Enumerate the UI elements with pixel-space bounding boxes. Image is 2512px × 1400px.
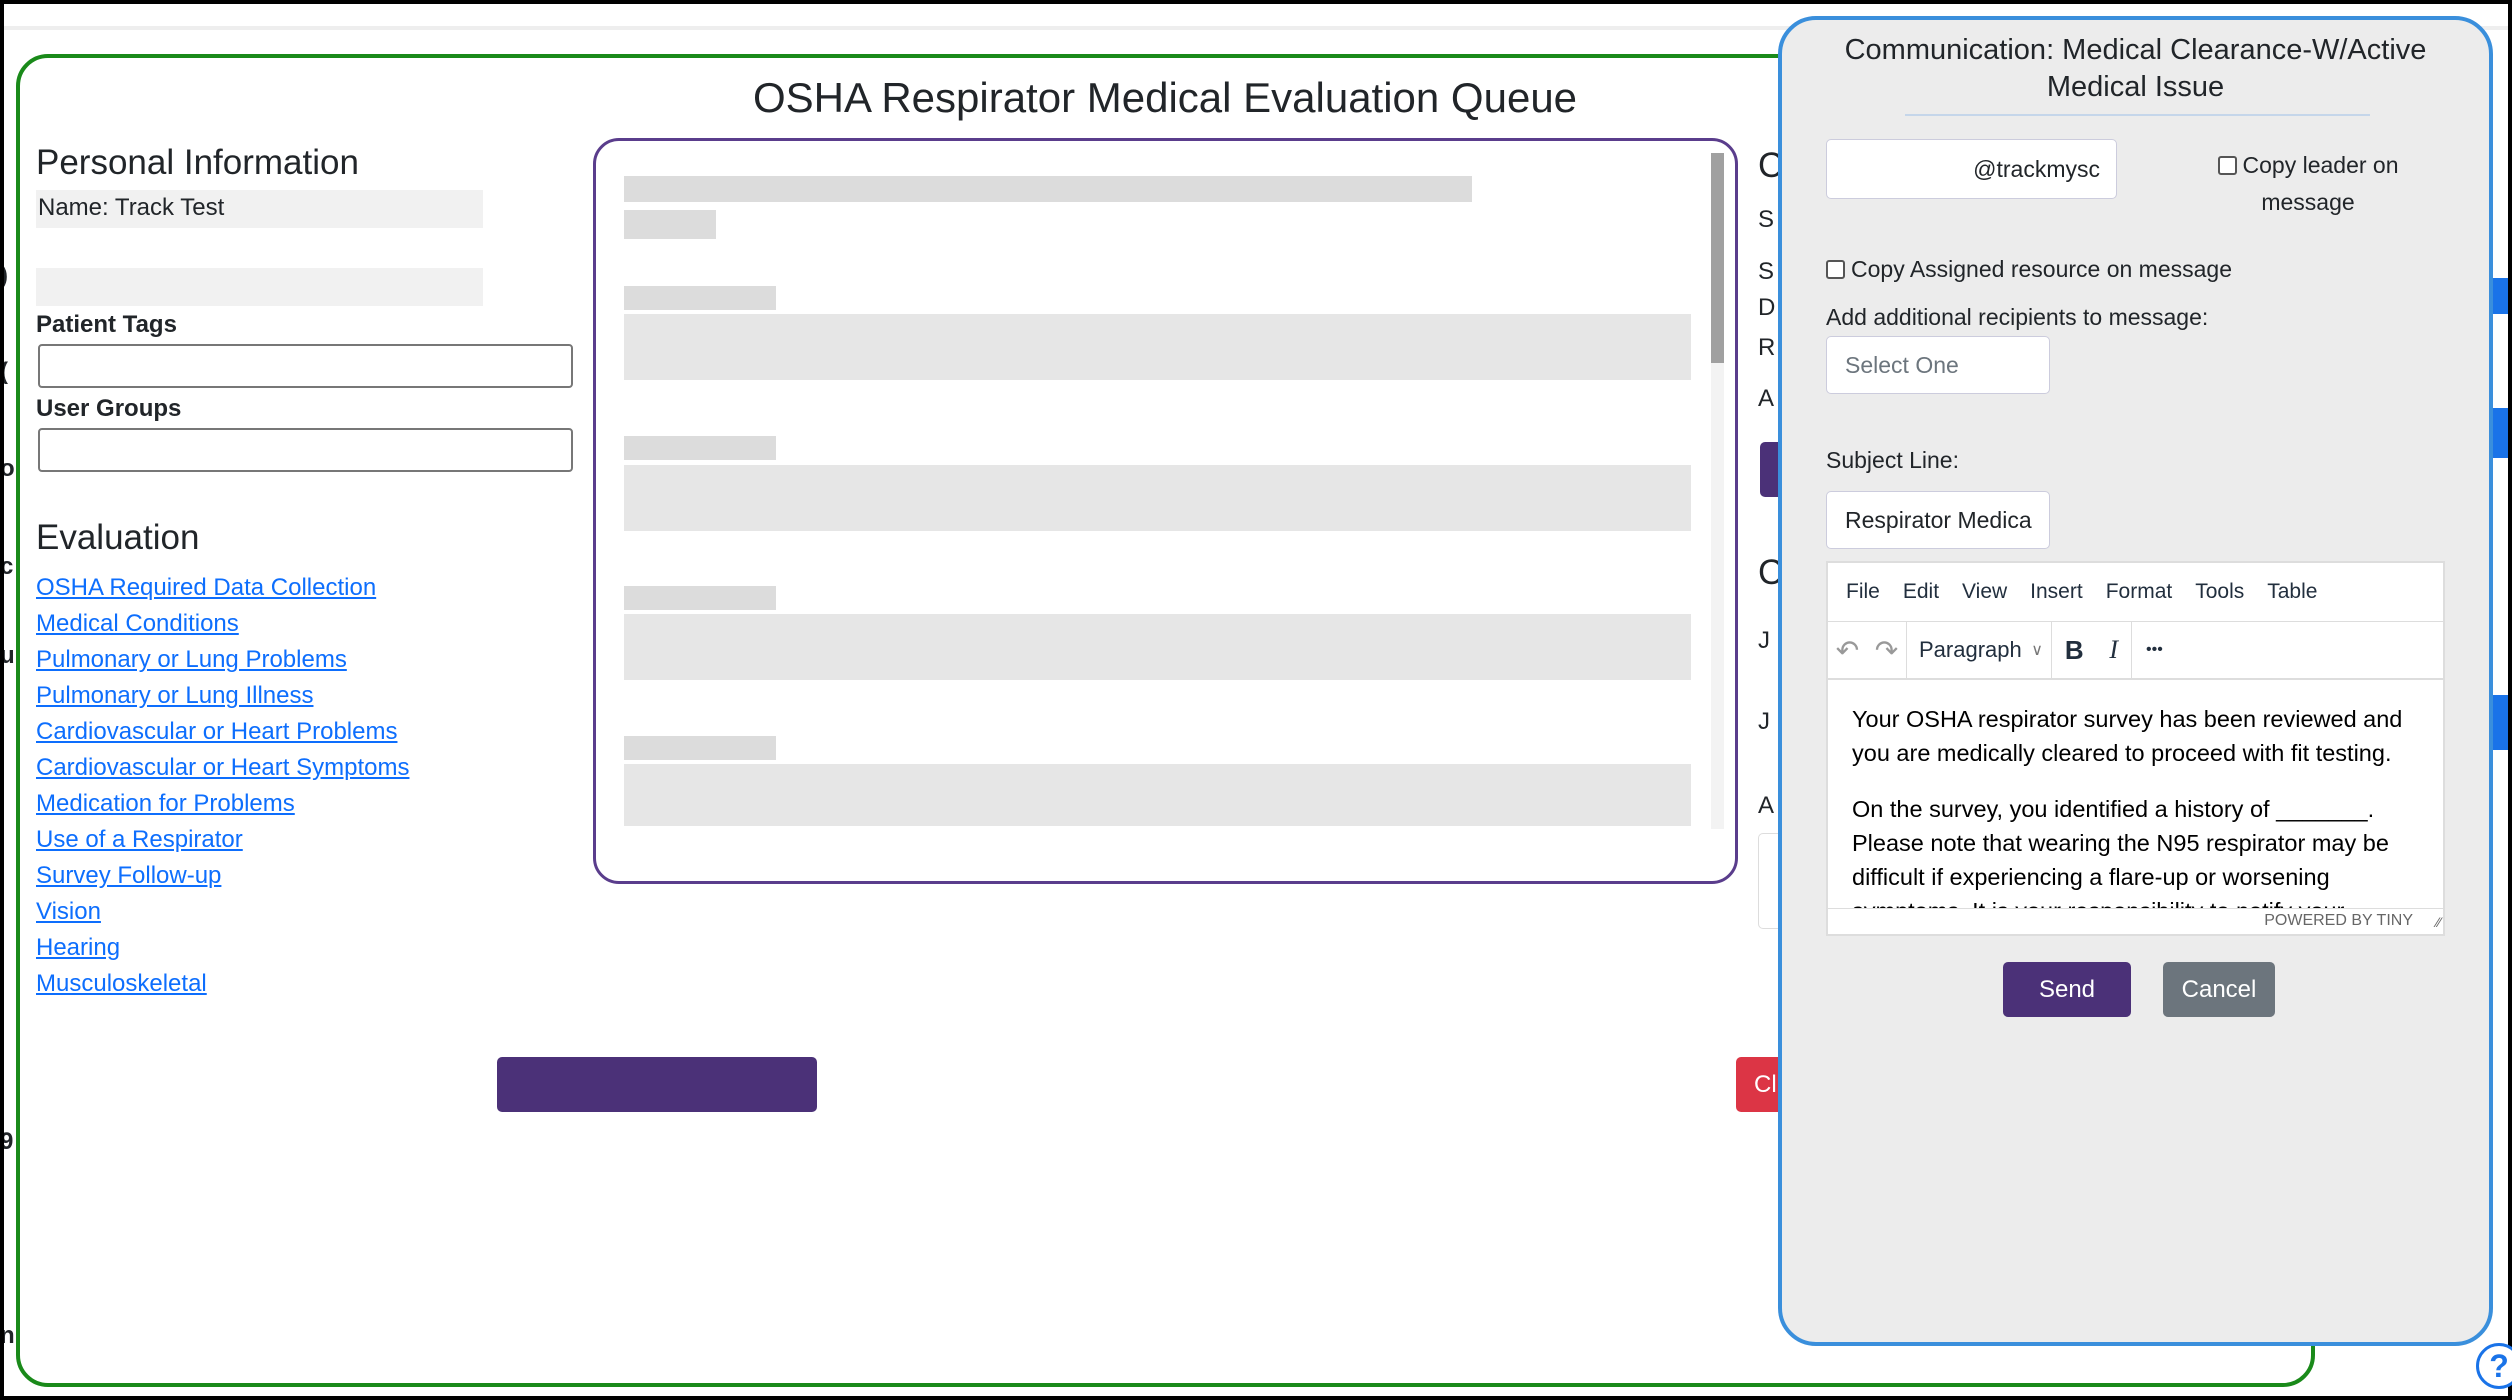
empty-info-field: [36, 268, 483, 306]
copy-assigned-checkbox[interactable]: Copy Assigned resource on message: [1826, 256, 2232, 283]
name-field: Name: Track Test: [36, 190, 483, 228]
skeleton-block: [624, 614, 1691, 680]
link-medical-conditions[interactable]: Medical Conditions: [36, 610, 239, 637]
modal-divider: [1905, 114, 2370, 116]
edge-fragment: 9: [0, 1128, 14, 1155]
copy-leader-label: Copy leader on message: [2242, 152, 2399, 215]
editor-statusbar: POWERED BY TINY ⁄⁄: [1828, 908, 2443, 934]
menu-table[interactable]: Table: [2267, 580, 2318, 603]
edge-fragment: u: [0, 642, 15, 669]
page-title: OSHA Respirator Medical Evaluation Queue: [752, 74, 1578, 121]
edge-blue-button[interactable]: [2493, 695, 2512, 750]
skeleton-line: [624, 210, 716, 239]
edge-fragment: o: [0, 455, 15, 482]
history-group: ↶ ↷: [1828, 622, 1907, 678]
additional-recipients-label: Add additional recipients to message:: [1826, 304, 2209, 330]
queue-panel: [593, 138, 1738, 884]
right-fragment: S: [1758, 206, 1775, 233]
copy-leader-checkbox[interactable]: Copy leader on message: [2203, 147, 2413, 221]
primary-action-button[interactable]: [497, 1057, 817, 1112]
right-fragment: S: [1758, 258, 1775, 285]
menu-file[interactable]: File: [1846, 580, 1880, 603]
link-vision[interactable]: Vision: [36, 898, 101, 925]
email-input[interactable]: @trackmysc: [1826, 139, 2117, 199]
link-cardio-symptoms[interactable]: Cardiovascular or Heart Symptoms: [36, 754, 410, 781]
menu-tools[interactable]: Tools: [2195, 580, 2245, 603]
link-pulmonary-illness[interactable]: Pulmonary or Lung Illness: [36, 682, 314, 709]
close-button-label: Cl: [1754, 1070, 1777, 1098]
block-format-label: Paragraph: [1919, 637, 2022, 662]
scrollbar-thumb[interactable]: [1711, 153, 1724, 363]
more-icon[interactable]: •••: [2146, 641, 2163, 658]
patient-tags-input[interactable]: [38, 344, 573, 388]
link-survey-followup[interactable]: Survey Follow-up: [36, 862, 222, 889]
user-groups-input[interactable]: [38, 428, 573, 472]
redo-icon[interactable]: ↷: [1874, 634, 1899, 666]
link-respirator-use[interactable]: Use of a Respirator: [36, 826, 243, 853]
skeleton-label: [624, 586, 776, 610]
editor-paragraph: Your OSHA respirator survey has been rev…: [1852, 706, 2403, 766]
skeleton-label: [624, 436, 776, 460]
rich-text-editor: File Edit View Insert Format Tools Table…: [1826, 561, 2445, 936]
edge-fragment: c: [0, 553, 14, 580]
scrollbar-track[interactable]: [1711, 153, 1724, 829]
right-fragment: A: [1758, 792, 1775, 819]
link-musculoskeletal[interactable]: Musculoskeletal: [36, 970, 207, 997]
right-fragment: J: [1758, 708, 1770, 735]
edge-fragment: n: [0, 1322, 15, 1349]
undo-icon[interactable]: ↶: [1835, 634, 1860, 666]
link-hearing[interactable]: Hearing: [36, 934, 121, 961]
skeleton-block: [624, 465, 1691, 531]
send-button[interactable]: Send: [2003, 962, 2131, 1017]
evaluation-heading: Evaluation: [36, 518, 200, 557]
subject-label: Subject Line:: [1826, 447, 1959, 473]
menu-view[interactable]: View: [1962, 580, 2008, 603]
checkbox-icon[interactable]: [2217, 156, 2237, 175]
skeleton-block: [624, 764, 1691, 826]
right-fragment: A: [1758, 385, 1775, 412]
modal-title: Communication: Medical Clearance-W/Activ…: [1844, 34, 2427, 103]
patient-tags-label: Patient Tags: [36, 311, 177, 338]
right-fragment: D: [1758, 294, 1776, 321]
edge-blue-button[interactable]: [2493, 278, 2512, 314]
link-cardio-problems[interactable]: Cardiovascular or Heart Problems: [36, 718, 398, 745]
editor-paragraph: On the survey, you identified a history …: [1852, 796, 2389, 908]
link-osha-data-collection[interactable]: OSHA Required Data Collection: [36, 574, 377, 601]
cancel-button[interactable]: Cancel: [2163, 962, 2275, 1017]
copy-assigned-label: Copy Assigned resource on message: [1851, 256, 2232, 282]
menu-insert[interactable]: Insert: [2030, 580, 2083, 603]
skeleton-block: [624, 314, 1691, 380]
right-fragment: R: [1758, 334, 1776, 361]
menu-format[interactable]: Format: [2105, 580, 2173, 603]
menu-edit[interactable]: Edit: [1902, 580, 1940, 603]
evaluation-links: OSHA Required Data Collection Medical Co…: [36, 570, 409, 1002]
bold-icon[interactable]: B: [2064, 634, 2084, 665]
tiny-branding[interactable]: POWERED BY TINY: [2264, 912, 2413, 929]
right-fragment: J: [1758, 627, 1770, 654]
user-groups-label: User Groups: [36, 395, 182, 422]
skeleton-label: [624, 286, 776, 310]
edge-blue-button[interactable]: [2493, 408, 2512, 458]
skeleton-line: [624, 176, 1472, 202]
personal-info-heading: Personal Information: [36, 143, 359, 182]
link-medication[interactable]: Medication for Problems: [36, 790, 295, 817]
checkbox-icon[interactable]: [1826, 260, 1845, 279]
editor-menubar: File Edit View Insert Format Tools Table: [1828, 563, 2443, 622]
chevron-down-icon: ∨: [2031, 642, 2043, 659]
editor-content[interactable]: Your OSHA respirator survey has been rev…: [1828, 680, 2443, 908]
help-question-icon[interactable]: ?: [2476, 1343, 2512, 1389]
top-bar: [0, 26, 2512, 30]
skeleton-label: [624, 736, 776, 760]
link-pulmonary-problems[interactable]: Pulmonary or Lung Problems: [36, 646, 347, 673]
italic-icon[interactable]: I: [2109, 635, 2119, 664]
communication-modal: Communication: Medical Clearance-W/Activ…: [1778, 16, 2493, 1346]
edge-fragment: (: [0, 358, 8, 385]
edge-fragment: ): [0, 262, 8, 289]
subject-input[interactable]: Respirator Medica: [1826, 491, 2050, 549]
resize-handle-icon[interactable]: ⁄⁄: [2436, 914, 2441, 930]
recipients-select[interactable]: Select One: [1826, 336, 2050, 394]
block-format-select[interactable]: Paragraph ∨: [1907, 622, 2052, 678]
